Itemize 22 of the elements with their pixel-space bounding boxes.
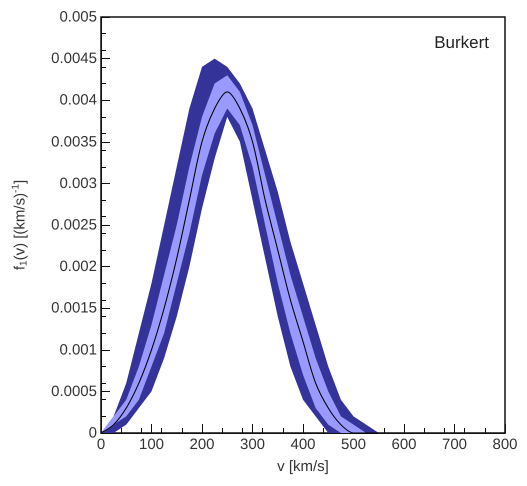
y-tick-label: 0.0015	[51, 300, 97, 317]
y-tick-label: 0.002	[59, 258, 97, 276]
x-tick-label: 600	[391, 436, 417, 453]
y-tick-label: 0.005	[59, 8, 97, 26]
annotation: Burkert	[434, 33, 490, 52]
y-tick-label: 0.0025	[51, 216, 97, 234]
y-tick-label: 0.0005	[51, 382, 97, 400]
y-axis-title: f1(v) [(km/s)-1]	[10, 180, 30, 270]
x-tick-label: 700	[442, 436, 468, 453]
x-axis-title: v [km/s]	[277, 458, 329, 475]
y-tick-label: 0	[88, 424, 97, 442]
y-tick-label: 0.003	[59, 174, 97, 192]
x-tick-label: 100	[138, 436, 164, 453]
x-tick-label: 300	[240, 436, 266, 453]
y-tick-label: 0.001	[59, 341, 97, 358]
y-tick-label: 0.0045	[51, 50, 97, 68]
x-tick-label: 400	[290, 436, 316, 453]
y-tick-label: 0.004	[59, 92, 97, 109]
x-tick-label: 800	[492, 436, 518, 453]
x-tick-label: 200	[189, 436, 215, 453]
y-tick-label: 0.0035	[51, 133, 97, 150]
x-tick-label: 500	[340, 436, 366, 453]
